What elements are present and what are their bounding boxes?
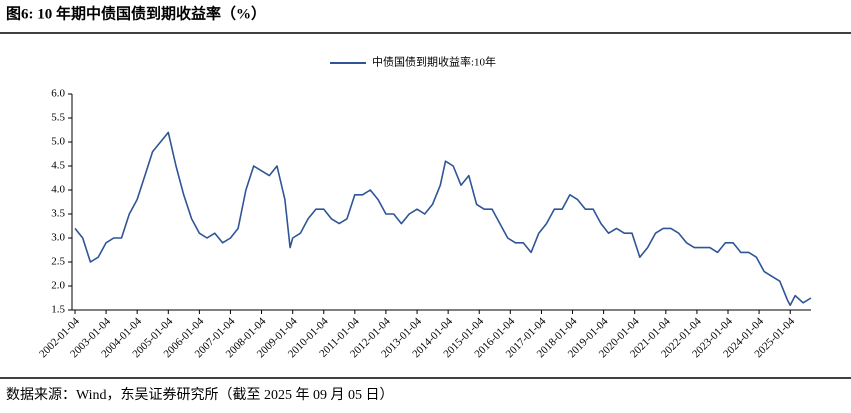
y-tick-label: 4.5 [51, 160, 65, 172]
chart-title: 图6: 10 年期中债国债到期收益率（%） [6, 4, 266, 22]
y-tick-label: 4.0 [51, 184, 65, 196]
legend-label: 中债国债到期收益率:10年 [372, 55, 496, 69]
y-tick-label: 3.5 [51, 208, 65, 220]
y-tick-label: 6.0 [51, 88, 65, 100]
y-tick-label: 1.5 [51, 304, 65, 316]
source-note: 数据来源：Wind，东吴证券研究所（截至 2025 年 09 月 05 日） [6, 387, 394, 403]
y-tick-label: 5.0 [51, 136, 65, 148]
y-tick-label: 3.0 [51, 232, 65, 244]
y-tick-label: 5.5 [51, 112, 65, 124]
y-tick-label: 2.5 [51, 256, 65, 268]
y-tick-label: 2.0 [51, 280, 65, 292]
line-series [74, 131, 812, 306]
